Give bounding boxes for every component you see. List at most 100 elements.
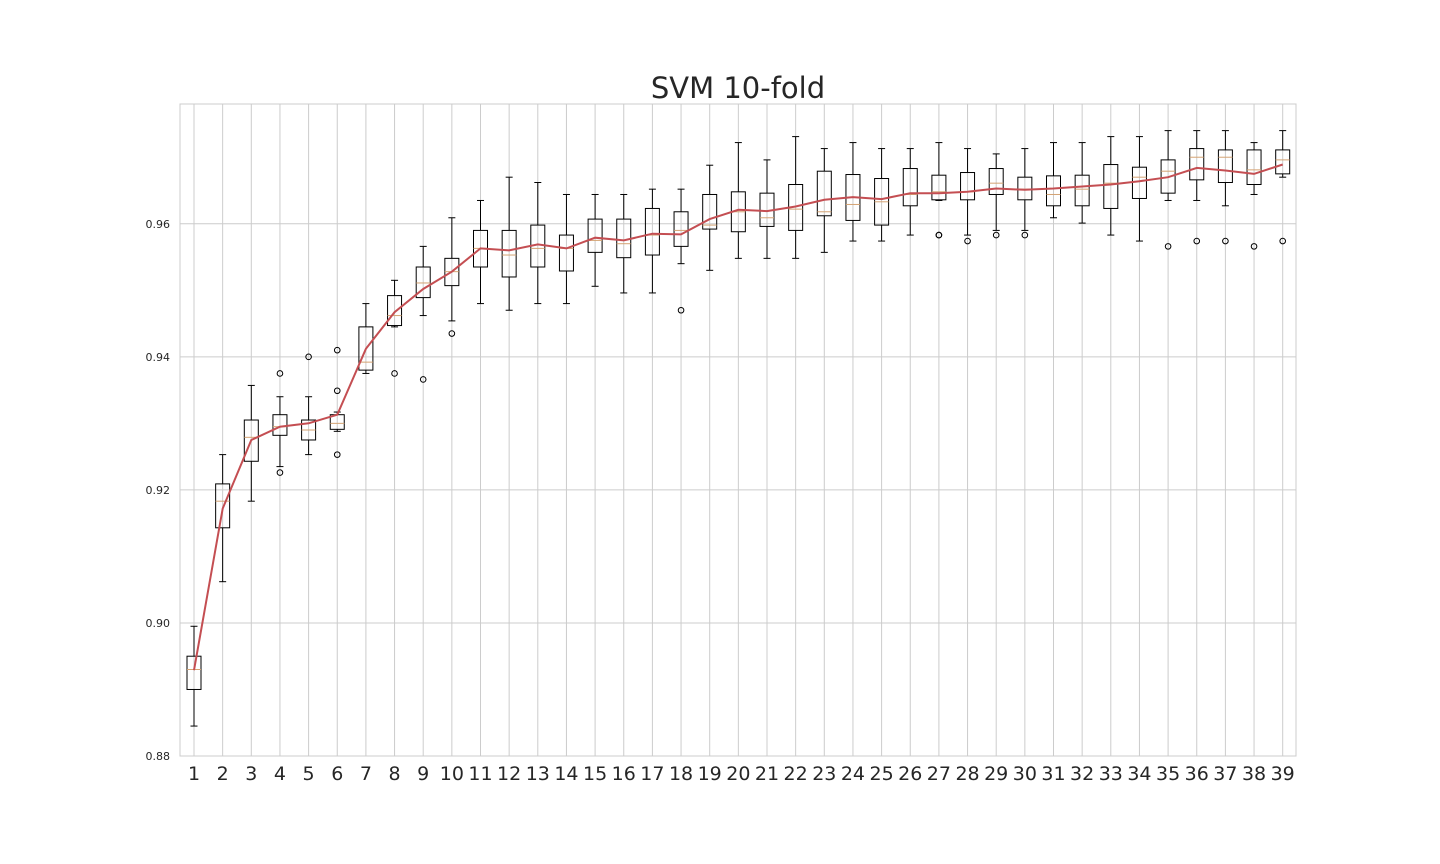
x-tick-label: 15 (583, 763, 607, 785)
box-iqr (415, 266, 431, 299)
x-tick-label: 32 (1070, 763, 1094, 785)
flier-point (391, 370, 398, 377)
y-tick-label: 0.92 (146, 484, 171, 497)
box-iqr (587, 218, 603, 253)
box-iqr (501, 229, 517, 278)
mean-line (193, 163, 1284, 671)
box-iqr (1046, 175, 1061, 207)
box-23 (816, 148, 832, 253)
x-tick-label: 27 (927, 763, 951, 785)
x-tick-label: 9 (417, 763, 429, 785)
box-iqr (1217, 149, 1233, 184)
box-36 (1189, 130, 1205, 245)
box-31 (1046, 142, 1061, 219)
box-38 (1246, 142, 1262, 250)
x-tick-label: 3 (245, 763, 257, 785)
box-33 (1103, 136, 1119, 236)
box-iqr (243, 419, 259, 462)
x-tick-label: 10 (440, 763, 464, 785)
x-tick-label: 24 (841, 763, 865, 785)
box-iqr (186, 655, 202, 690)
x-tick-label: 14 (554, 763, 578, 785)
x-tick-label: 20 (726, 763, 750, 785)
y-tick-label: 0.94 (146, 351, 171, 364)
x-tick-label: 19 (698, 763, 722, 785)
x-tick-label: 16 (612, 763, 636, 785)
box-iqr (816, 170, 832, 217)
x-tick-label: 36 (1185, 763, 1209, 785)
x-tick-label: 5 (303, 763, 315, 785)
x-tick-label: 21 (755, 763, 779, 785)
flier-point (1193, 237, 1201, 245)
box-iqr (673, 211, 689, 247)
x-tick-label: 17 (640, 763, 664, 785)
box-iqr (1160, 159, 1176, 194)
box-29 (988, 153, 1004, 239)
box-32 (1074, 142, 1090, 224)
flier-point (276, 469, 284, 476)
flier-point (1279, 237, 1286, 245)
box-iqr (902, 168, 918, 207)
x-tick-label: 28 (955, 763, 979, 785)
x-tick-label: 4 (274, 763, 286, 785)
box-iqr (387, 295, 403, 327)
x-tick-label: 2 (217, 763, 229, 785)
box-19 (702, 164, 718, 271)
x-tick-label: 11 (468, 763, 492, 785)
y-tick-label: 0.96 (146, 218, 171, 231)
box-7 (358, 303, 374, 374)
box-2 (215, 454, 231, 583)
x-tick-label: 38 (1242, 763, 1266, 785)
box-6 (329, 346, 345, 458)
box-14 (558, 193, 574, 305)
flier-point (305, 353, 312, 361)
box-27 (931, 142, 947, 239)
box-iqr (702, 193, 718, 230)
box-5 (301, 353, 317, 456)
x-tick-label: 33 (1099, 763, 1123, 785)
plot-frame (179, 103, 1297, 757)
x-tick-label: 25 (870, 763, 894, 785)
x-tick-label: 12 (497, 763, 521, 785)
box-iqr (644, 207, 660, 256)
y-tick-label: 0.88 (146, 750, 171, 763)
mean-line-layer (193, 163, 1284, 671)
box-iqr (1275, 149, 1291, 175)
x-tick-label: 8 (389, 763, 401, 785)
box-1 (186, 625, 202, 727)
flier-point (935, 231, 943, 239)
x-tick-label: 39 (1271, 763, 1295, 785)
flier-point (276, 370, 284, 377)
box-iqr (358, 326, 374, 371)
box-iqr (1246, 149, 1262, 186)
x-tick-label: 29 (984, 763, 1008, 785)
flier-point (1222, 237, 1229, 245)
box-39 (1275, 130, 1291, 245)
x-tick-label: 34 (1127, 763, 1151, 785)
grid-lines (180, 104, 1296, 757)
flier-point (992, 231, 1000, 239)
box-iqr (558, 234, 574, 272)
box-37 (1217, 130, 1233, 245)
box-12 (501, 176, 517, 311)
box-iqr (931, 174, 947, 201)
x-axis-ticks: 1 2 3 4 5 6 7 8 9 10 11 12 13 14 15 16 17 18 19 20 21 22 23 24 2… (188, 763, 1295, 785)
box-iqr (960, 172, 976, 201)
flier-point (677, 306, 685, 314)
box-35 (1160, 130, 1176, 250)
flier-point (1164, 243, 1172, 250)
chart-title: SVM 10-fold (651, 71, 825, 105)
x-tick-label: 35 (1156, 763, 1180, 785)
box-9 (415, 245, 431, 383)
x-tick-label: 30 (1013, 763, 1037, 785)
flier-point (333, 346, 341, 354)
x-tick-label: 18 (669, 763, 693, 785)
box-10 (444, 217, 460, 337)
box-iqr (215, 483, 231, 529)
x-tick-label: 26 (898, 763, 922, 785)
box-iqr (1103, 164, 1119, 209)
box-iqr (988, 168, 1004, 195)
x-tick-label: 1 (188, 763, 200, 785)
y-axis-ticks: 0.88 0.90 0.92 0.94 0.96 (146, 218, 171, 763)
